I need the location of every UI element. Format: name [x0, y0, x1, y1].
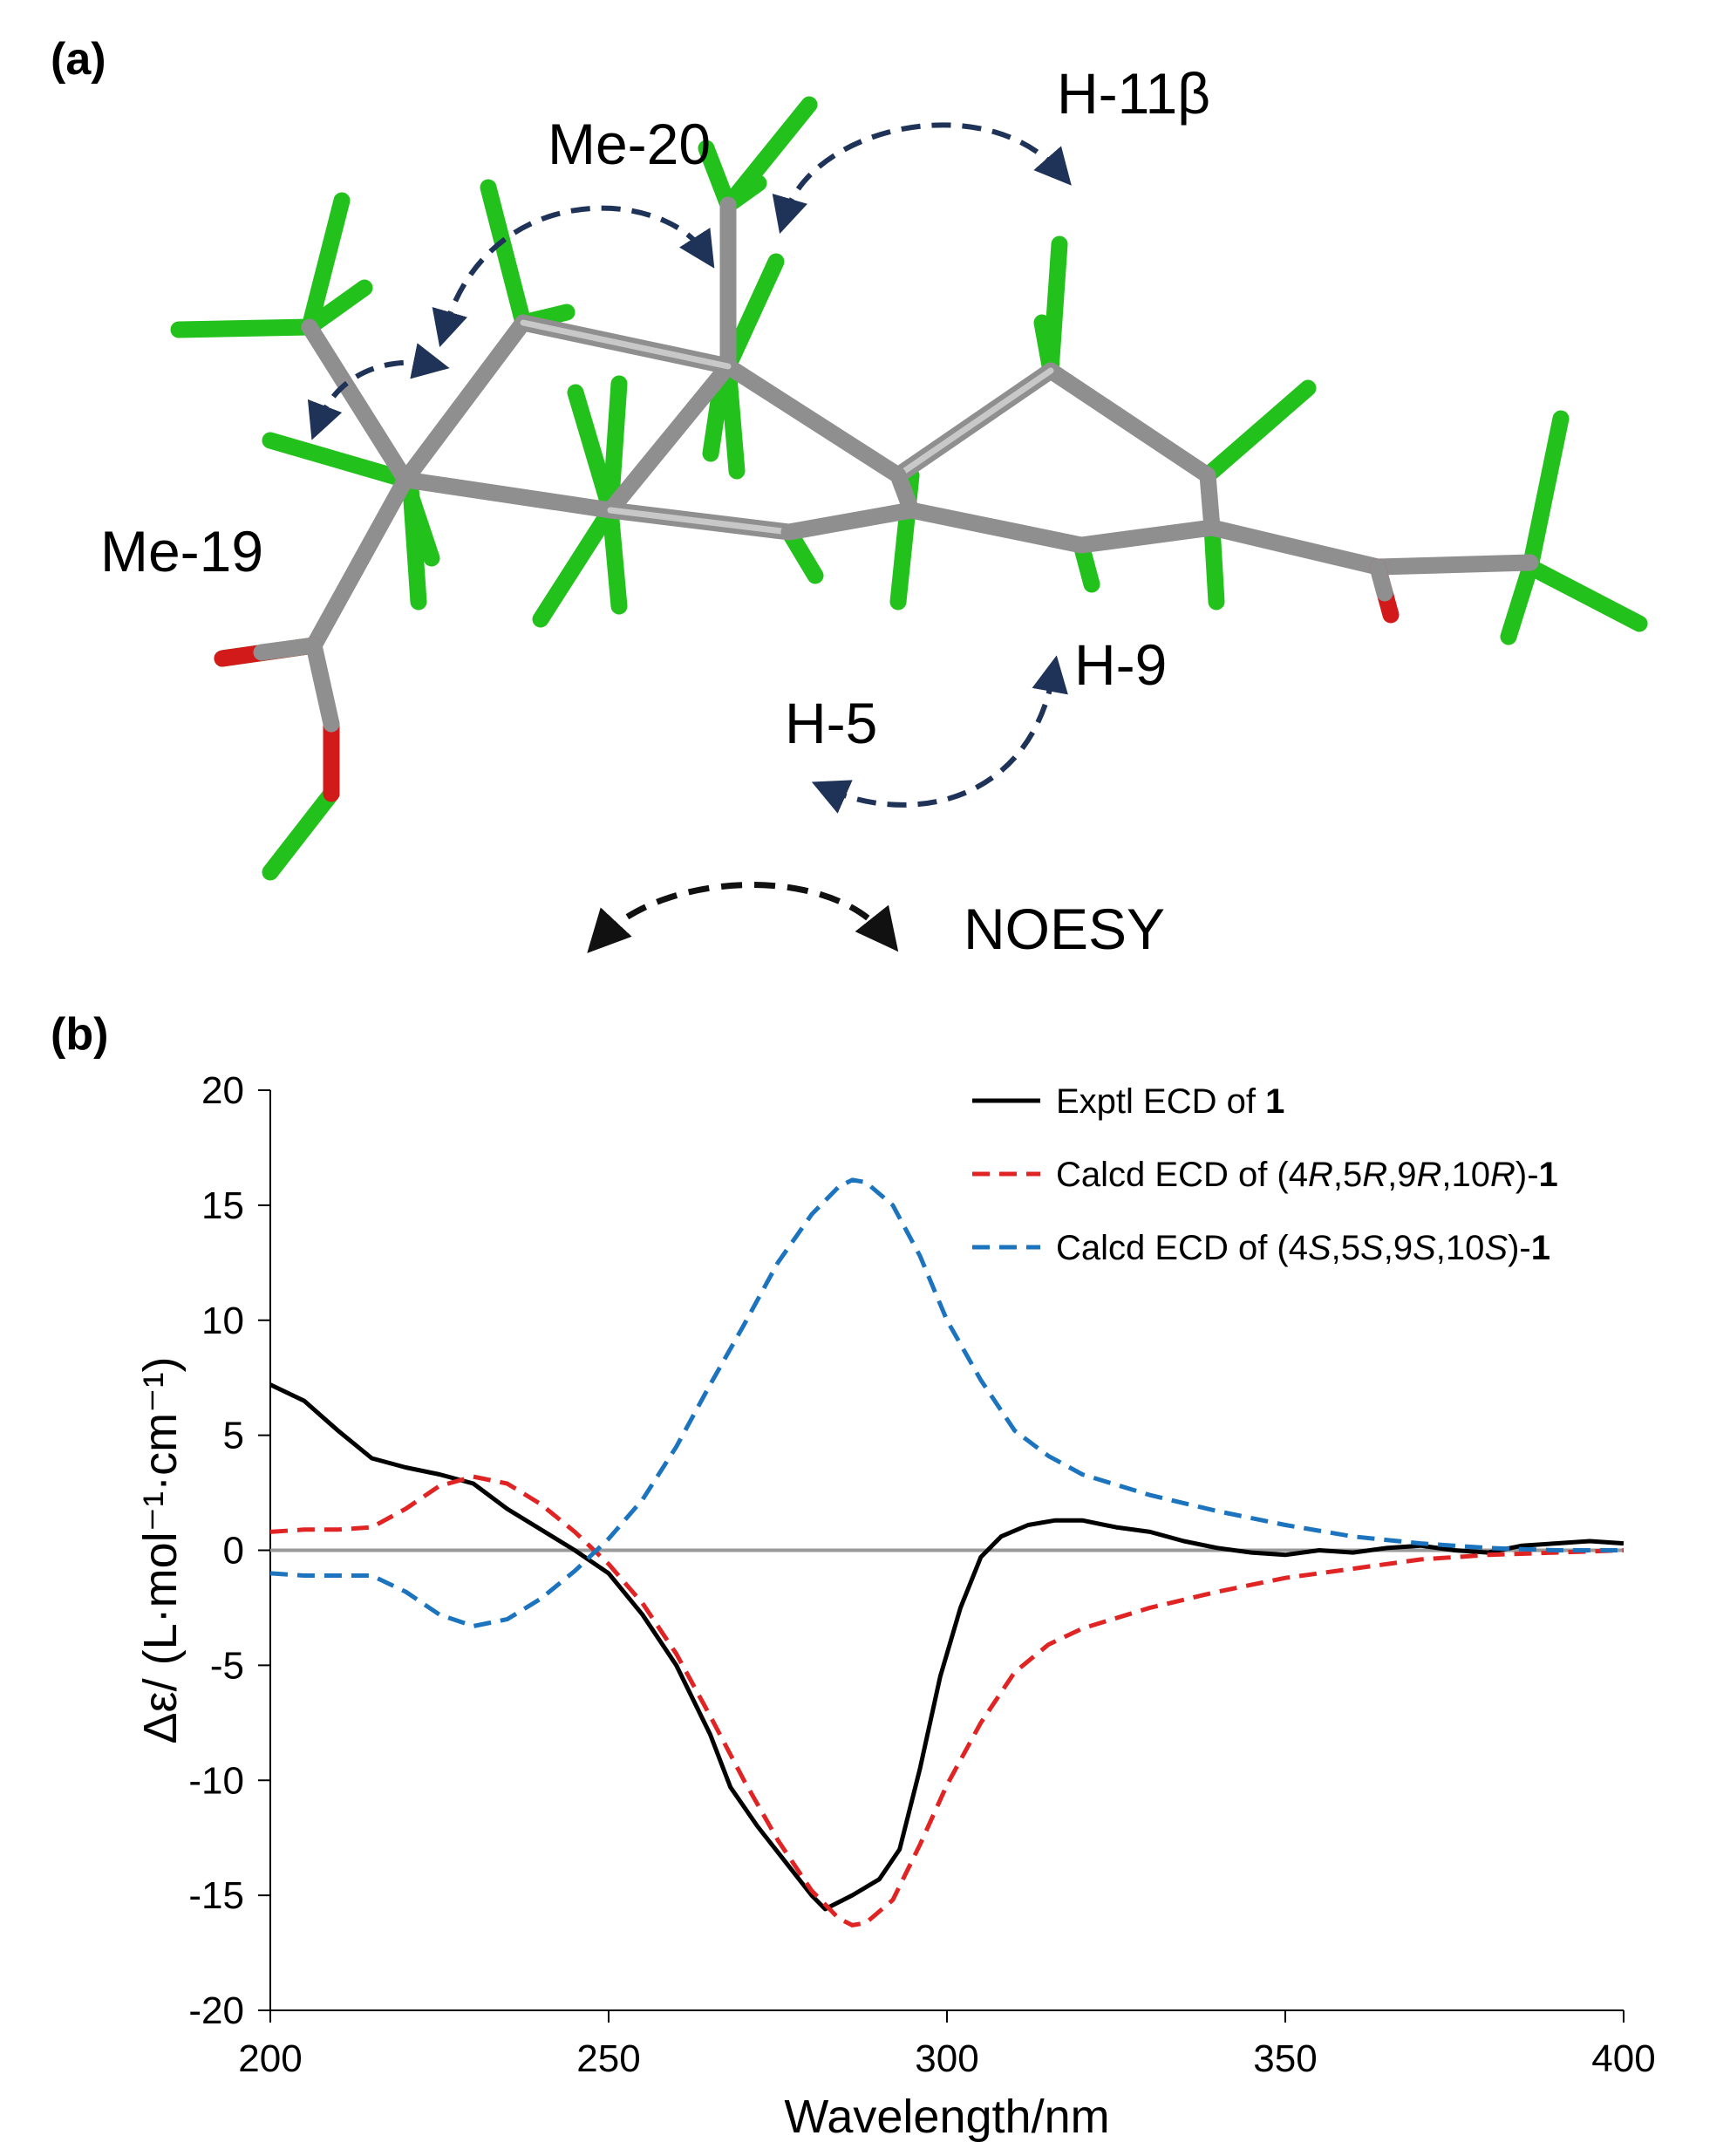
ecd-chart: 20 15 10 5 0 -5 -10 -15 -20 200 250 300 350 400 Expt…: [134, 1069, 1656, 2143]
x-tick-label: 200: [238, 2037, 302, 2080]
y-tick-label: -20: [188, 1989, 244, 2032]
label-me-20: Me-20: [548, 112, 711, 176]
y-axis-ticks: 20 15 10 5 0 -5 -10 -15 -20: [188, 1069, 270, 2032]
y-tick-label: -10: [188, 1759, 244, 1802]
series-lines: [269, 1177, 1624, 1927]
noe-arrow-me19: [307, 343, 450, 440]
x-tick-label: 400: [1591, 2037, 1655, 2080]
panel-a-label: (a): [51, 34, 106, 85]
noesy-legend-arrow: [587, 882, 899, 953]
y-axis-title: Δε/ (L·mol⁻¹·cm⁻¹): [134, 1356, 187, 1743]
noe-arrow-h5-h9: [811, 655, 1068, 814]
x-axis-ticks: 200 250 300 350 400: [238, 2010, 1656, 2080]
x-tick-label: 350: [1253, 2037, 1317, 2080]
noesy-legend: NOESY: [587, 882, 1165, 961]
legend-entry: Exptl ECD of 1: [1056, 1082, 1284, 1121]
x-tick-label: 250: [576, 2037, 640, 2080]
y-tick-label: -15: [188, 1874, 244, 1917]
y-tick-label: 15: [201, 1184, 244, 1227]
carbon-bonds: [301, 196, 1539, 654]
y-tick-label: 10: [201, 1300, 244, 1342]
y-tick-label: 5: [223, 1415, 244, 1457]
label-h-11beta: H-11β: [1057, 61, 1210, 126]
x-axis-title: Wavelength/nm: [784, 2091, 1109, 2143]
noe-arrow-h11b-me20: [772, 122, 1072, 235]
molecule-3d-model: [170, 96, 1648, 881]
series-line-calcd-ecd-of-4s-5s-9s-10s-1: [269, 1177, 1624, 1628]
panel-b-label: (b): [51, 1009, 108, 1060]
noe-arrows: [307, 122, 1072, 814]
y-tick-label: 0: [223, 1530, 244, 1573]
label-h-5: H-5: [785, 691, 877, 755]
y-tick-label: -5: [210, 1644, 244, 1687]
series-line-calcd-ecd-of-4r-5r-9r-10r-1: [269, 1474, 1624, 1927]
legend-entry: Calcd ECD of (4R,5R,9R,10R)-1: [1056, 1156, 1558, 1194]
label-me-19: Me-19: [100, 519, 263, 583]
label-h-9: H-9: [1074, 632, 1167, 697]
series-line-exptl-ecd-of-1: [269, 1382, 1624, 1912]
noesy-legend-label: NOESY: [964, 897, 1165, 961]
y-tick-label: 20: [201, 1069, 244, 1112]
legend-entry: Calcd ECD of (4S,5S,9S,10S)-1: [1056, 1229, 1550, 1267]
noe-arrow-me20-h: [432, 205, 715, 348]
legend: Exptl ECD of 1 Calcd ECD of (4R,5R,9R,10R…: [972, 1082, 1558, 1267]
x-tick-label: 300: [915, 2037, 978, 2080]
